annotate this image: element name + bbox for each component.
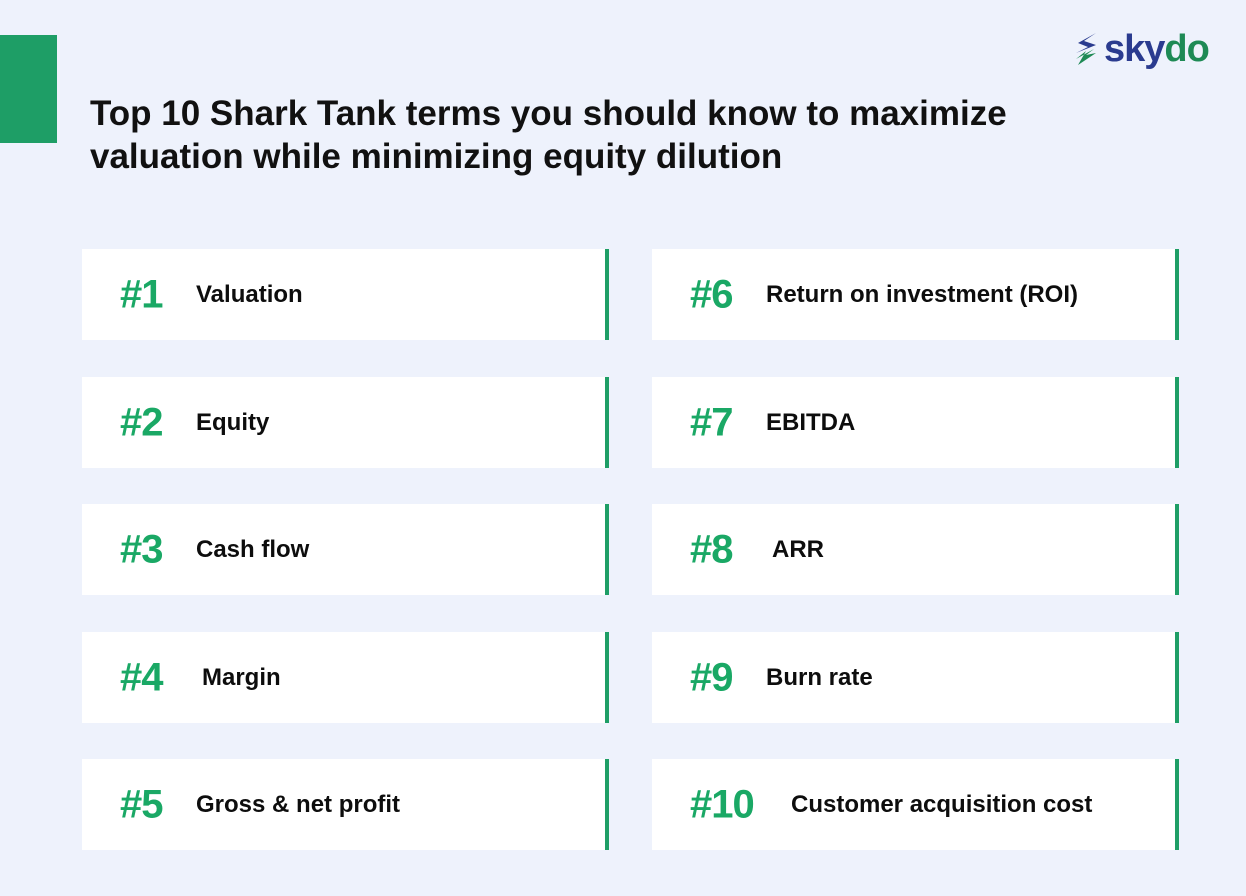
term-card-9: #9 Burn rate bbox=[652, 632, 1179, 723]
term-card-1: #1 Valuation bbox=[82, 249, 609, 340]
term-card-8: #8 ARR bbox=[652, 504, 1179, 595]
term-label: EBITDA bbox=[766, 408, 856, 436]
term-number: #7 bbox=[690, 400, 733, 444]
logo-text-do: do bbox=[1164, 28, 1209, 70]
term-number: #8 bbox=[690, 527, 733, 571]
logo-text-sky: sky bbox=[1104, 28, 1165, 70]
term-number: #5 bbox=[120, 782, 163, 826]
term-number: #3 bbox=[120, 527, 163, 571]
term-label: Valuation bbox=[196, 280, 303, 308]
term-card-6: #6 Return on investment (ROI) bbox=[652, 249, 1179, 340]
term-label: ARR bbox=[772, 535, 824, 563]
term-number: #2 bbox=[120, 400, 163, 444]
term-number: #1 bbox=[120, 272, 163, 316]
term-card-10: #10 Customer acquisition cost bbox=[652, 759, 1179, 850]
term-card-7: #7 EBITDA bbox=[652, 377, 1179, 468]
term-label: Customer acquisition cost bbox=[791, 790, 1093, 818]
term-number: #6 bbox=[690, 272, 733, 316]
term-number: #9 bbox=[690, 655, 733, 699]
term-card-4: #4 Margin bbox=[82, 632, 609, 723]
term-card-3: #3 Cash flow bbox=[82, 504, 609, 595]
page-title: Top 10 Shark Tank terms you should know … bbox=[90, 94, 1007, 176]
term-label: Cash flow bbox=[196, 535, 310, 563]
term-label: Equity bbox=[196, 408, 270, 436]
term-card-5: #5 Gross & net profit bbox=[82, 759, 609, 850]
term-number: #4 bbox=[120, 655, 163, 699]
skydo-chevron-icon bbox=[1076, 33, 1096, 65]
term-label: Return on investment (ROI) bbox=[766, 280, 1079, 308]
skydo-logo: skydo bbox=[1072, 28, 1210, 70]
accent-block bbox=[0, 35, 57, 143]
term-label: Margin bbox=[202, 663, 281, 691]
term-label: Burn rate bbox=[766, 663, 873, 691]
term-number: #10 bbox=[690, 782, 755, 826]
term-card-2: #2 Equity bbox=[82, 377, 609, 468]
term-label: Gross & net profit bbox=[196, 790, 401, 818]
